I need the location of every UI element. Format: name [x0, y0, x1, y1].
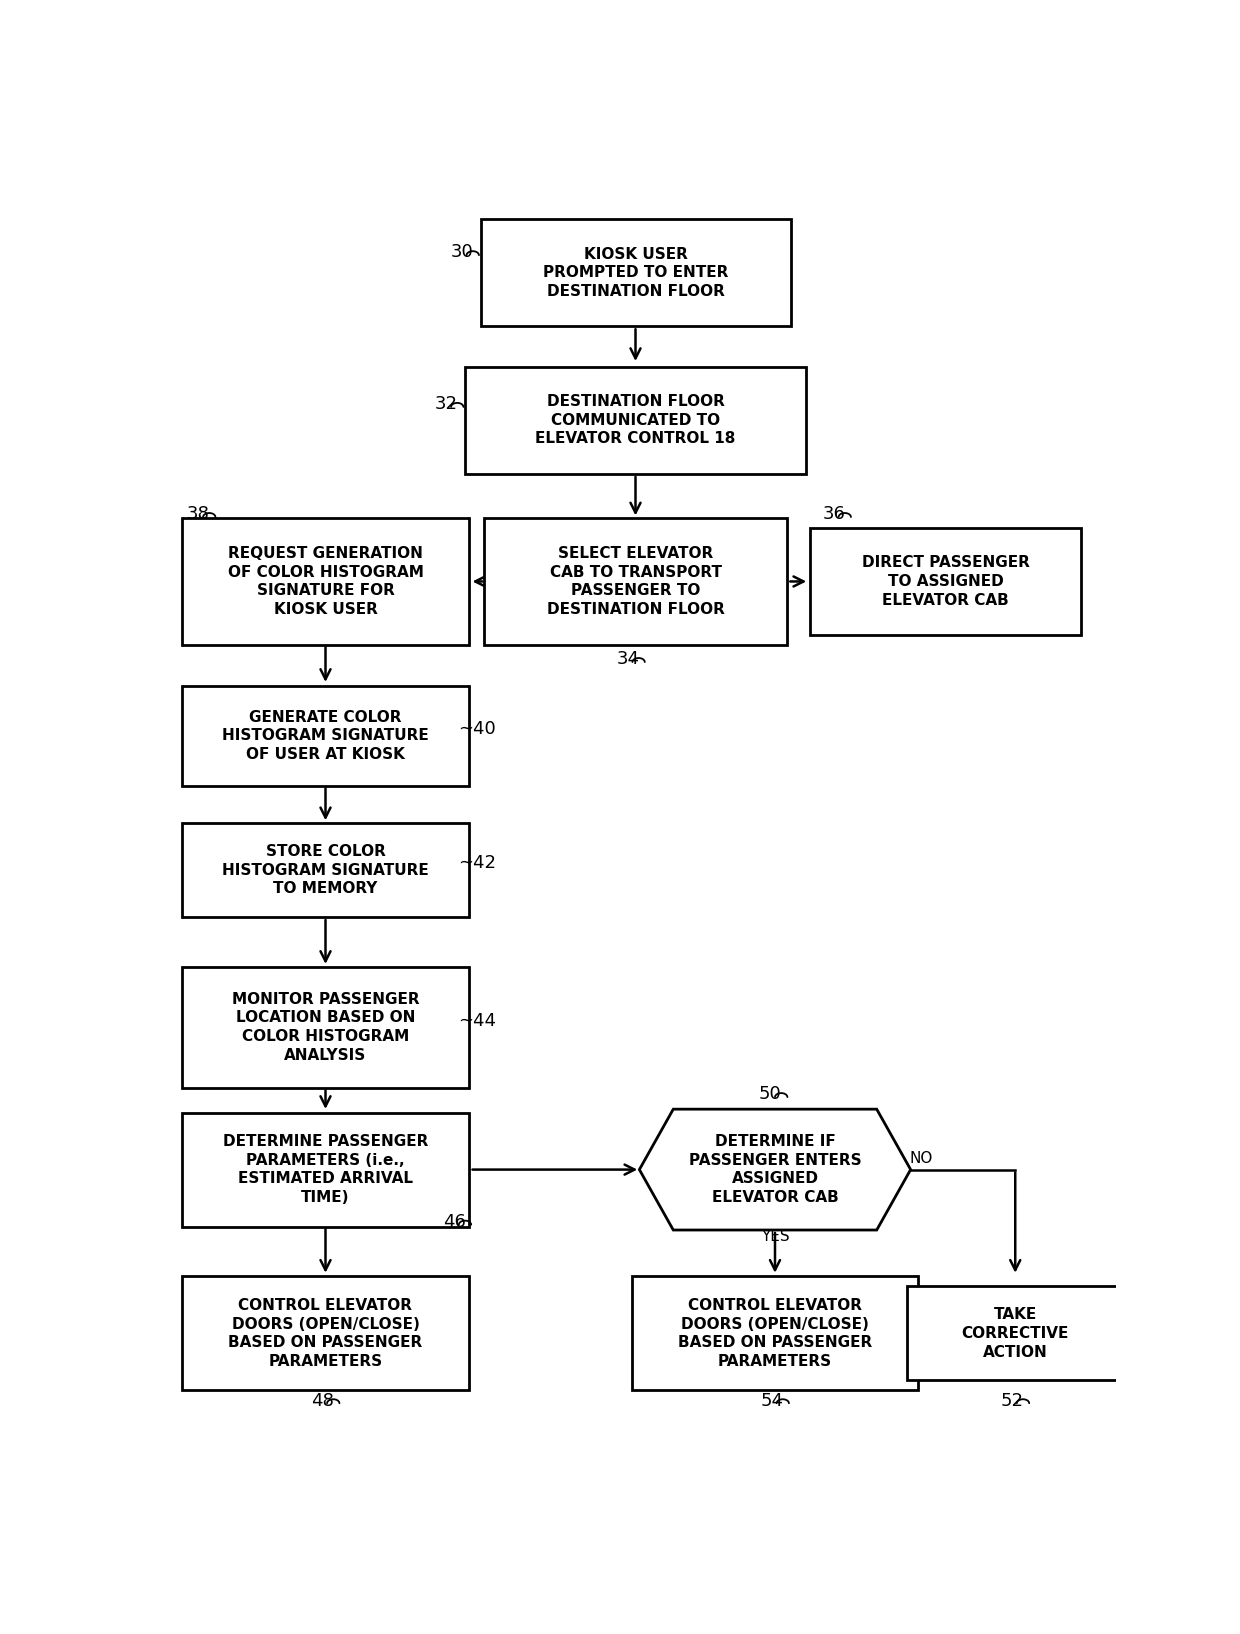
Text: NO: NO — [909, 1152, 932, 1167]
Bar — [182, 518, 469, 645]
Bar — [182, 967, 469, 1088]
Text: 48: 48 — [311, 1392, 334, 1410]
Text: STORE COLOR
HISTOGRAM SIGNATURE
TO MEMORY: STORE COLOR HISTOGRAM SIGNATURE TO MEMOR… — [222, 845, 429, 897]
Text: 38: 38 — [187, 505, 210, 523]
Text: TAKE
CORRECTIVE
ACTION: TAKE CORRECTIVE ACTION — [961, 1307, 1069, 1359]
Bar — [631, 1276, 919, 1391]
Bar — [810, 528, 1081, 636]
Text: DETERMINE PASSENGER
PARAMETERS (i.e.,
ESTIMATED ARRIVAL
TIME): DETERMINE PASSENGER PARAMETERS (i.e., ES… — [223, 1134, 428, 1204]
Bar — [906, 1286, 1123, 1381]
Polygon shape — [640, 1109, 910, 1230]
Text: 46: 46 — [443, 1212, 465, 1230]
Bar — [485, 518, 786, 645]
Text: ~44: ~44 — [459, 1011, 496, 1029]
Text: SELECT ELEVATOR
CAB TO TRANSPORT
PASSENGER TO
DESTINATION FLOOR: SELECT ELEVATOR CAB TO TRANSPORT PASSENG… — [547, 546, 724, 618]
Bar — [182, 1113, 469, 1227]
Text: 36: 36 — [822, 505, 846, 523]
Text: DESTINATION FLOOR
COMMUNICATED TO
ELEVATOR CONTROL 18: DESTINATION FLOOR COMMUNICATED TO ELEVAT… — [536, 394, 735, 446]
Text: 50: 50 — [759, 1085, 781, 1103]
Text: ~40: ~40 — [459, 721, 496, 739]
Text: 34: 34 — [616, 650, 640, 668]
Text: 54: 54 — [760, 1392, 784, 1410]
Text: REQUEST GENERATION
OF COLOR HISTOGRAM
SIGNATURE FOR
KIOSK USER: REQUEST GENERATION OF COLOR HISTOGRAM SI… — [228, 546, 423, 618]
Bar — [481, 219, 791, 327]
Text: CONTROL ELEVATOR
DOORS (OPEN/CLOSE)
BASED ON PASSENGER
PARAMETERS: CONTROL ELEVATOR DOORS (OPEN/CLOSE) BASE… — [678, 1297, 872, 1369]
Text: CONTROL ELEVATOR
DOORS (OPEN/CLOSE)
BASED ON PASSENGER
PARAMETERS: CONTROL ELEVATOR DOORS (OPEN/CLOSE) BASE… — [228, 1297, 423, 1369]
Bar — [465, 366, 806, 474]
Text: ~42: ~42 — [459, 855, 496, 873]
Text: 30: 30 — [450, 243, 474, 261]
Bar — [182, 824, 469, 917]
Bar — [182, 686, 469, 786]
Text: DIRECT PASSENGER
TO ASSIGNED
ELEVATOR CAB: DIRECT PASSENGER TO ASSIGNED ELEVATOR CA… — [862, 556, 1029, 608]
Bar — [182, 1276, 469, 1391]
Text: YES: YES — [760, 1229, 790, 1243]
Text: MONITOR PASSENGER
LOCATION BASED ON
COLOR HISTOGRAM
ANALYSIS: MONITOR PASSENGER LOCATION BASED ON COLO… — [232, 992, 419, 1062]
Text: GENERATE COLOR
HISTOGRAM SIGNATURE
OF USER AT KIOSK: GENERATE COLOR HISTOGRAM SIGNATURE OF US… — [222, 709, 429, 761]
Text: DETERMINE IF
PASSENGER ENTERS
ASSIGNED
ELEVATOR CAB: DETERMINE IF PASSENGER ENTERS ASSIGNED E… — [688, 1134, 862, 1204]
Text: 52: 52 — [1001, 1392, 1024, 1410]
Text: 32: 32 — [435, 395, 458, 413]
Text: KIOSK USER
PROMPTED TO ENTER
DESTINATION FLOOR: KIOSK USER PROMPTED TO ENTER DESTINATION… — [543, 247, 728, 299]
